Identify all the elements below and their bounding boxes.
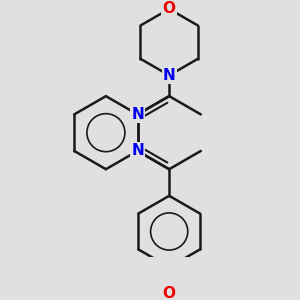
- Text: O: O: [163, 2, 176, 16]
- Text: N: N: [163, 68, 175, 83]
- Text: N: N: [131, 143, 144, 158]
- Text: N: N: [131, 107, 144, 122]
- Text: O: O: [163, 286, 176, 300]
